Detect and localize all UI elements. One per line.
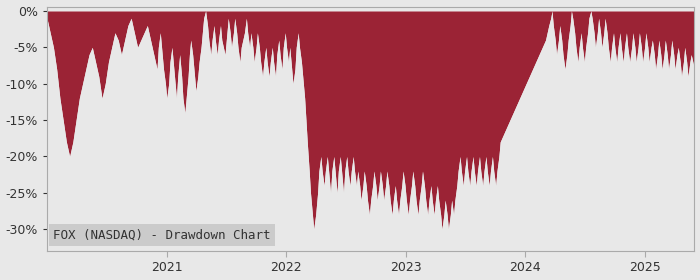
Text: FOX (NASDAQ) - Drawdown Chart: FOX (NASDAQ) - Drawdown Chart	[53, 228, 271, 241]
